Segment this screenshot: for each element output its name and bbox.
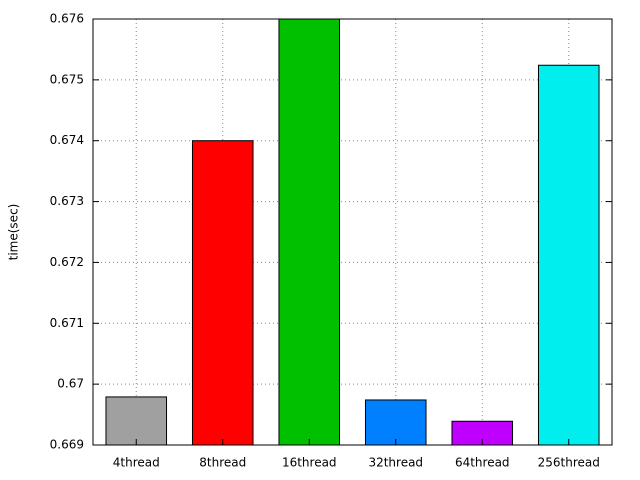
y-tick-label: 0.669 bbox=[50, 438, 84, 452]
bar bbox=[364, 399, 427, 446]
x-tick-label: 32thread bbox=[368, 456, 423, 470]
plot-frame bbox=[92, 18, 613, 446]
x-tick-label: 8thread bbox=[199, 456, 246, 470]
y-tick-label: 0.675 bbox=[50, 72, 84, 86]
y-tick-label: 0.676 bbox=[50, 12, 84, 26]
y-tick-label: 0.672 bbox=[50, 255, 84, 269]
x-tick-label: 64thread bbox=[455, 456, 510, 470]
y-tick-label: 0.674 bbox=[50, 133, 84, 147]
bar bbox=[537, 64, 600, 446]
x-tick-label: 256thread bbox=[538, 456, 600, 470]
bar bbox=[191, 140, 254, 446]
y-tick-label: 0.673 bbox=[50, 194, 84, 208]
x-tick-label: 16thread bbox=[282, 456, 337, 470]
y-tick-label: 0.671 bbox=[50, 316, 84, 330]
bar bbox=[105, 396, 168, 446]
bar bbox=[278, 18, 341, 446]
y-tick-label: 0.67 bbox=[57, 377, 84, 391]
x-tick-label: 4thread bbox=[113, 456, 160, 470]
y-axis-label: time(sec) bbox=[7, 204, 21, 261]
